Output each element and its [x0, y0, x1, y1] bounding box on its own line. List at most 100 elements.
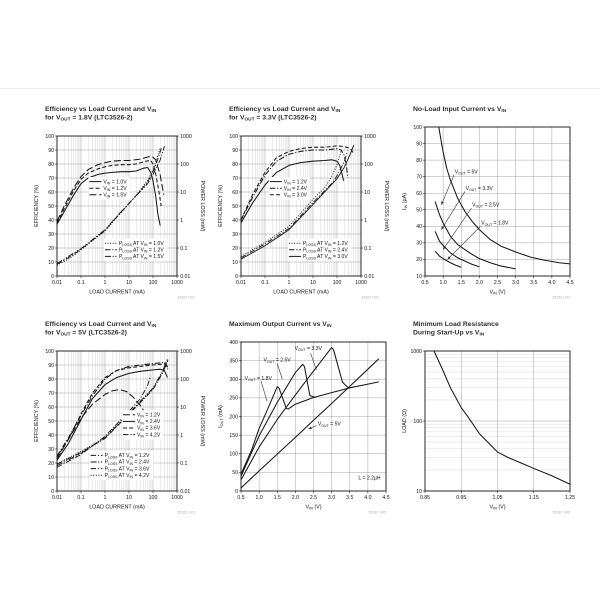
chart-title: Efficiency vs Load Current and VIN: [229, 106, 341, 114]
svg-text:200: 200: [229, 414, 238, 420]
svg-text:70: 70: [416, 174, 422, 180]
svg-text:0.1: 0.1: [364, 246, 371, 252]
svg-text:60: 60: [232, 190, 238, 196]
plot-grid: [240, 341, 387, 492]
svg-text:VIN = 2.4V: VIN = 2.4V: [284, 186, 308, 192]
svg-text:1: 1: [180, 433, 183, 439]
svg-text:100: 100: [45, 349, 54, 355]
plot-border: [240, 135, 362, 277]
x-axis-label: VIN (V): [489, 505, 505, 511]
annotation: VOUT = 3.3V: [295, 346, 322, 371]
svg-text:60: 60: [48, 405, 54, 411]
svg-text:20: 20: [48, 461, 54, 467]
svg-text:0: 0: [235, 274, 238, 280]
svg-text:PLOSS AT VIN = 2.4V: PLOSS AT VIN = 2.4V: [303, 248, 348, 254]
svg-text:0.1: 0.1: [77, 495, 84, 501]
series-line: [240, 363, 316, 477]
series-line: [240, 358, 380, 489]
svg-text:90: 90: [48, 148, 54, 154]
annotation: VOUT = 1.8V: [447, 221, 509, 260]
svg-text:1: 1: [364, 218, 367, 224]
svg-text:10: 10: [232, 260, 238, 266]
svg-text:0.1: 0.1: [180, 246, 187, 252]
svg-text:PLOSS AT VIN = 1.0V: PLOSS AT VIN = 1.0V: [119, 241, 164, 247]
series-line: [56, 368, 168, 461]
series-line: [56, 159, 162, 224]
annotation: VOUT = 1.8V: [245, 376, 273, 402]
svg-text:PLOSS AT VIN = 4.2V: PLOSS AT VIN = 4.2V: [105, 473, 150, 479]
svg-text:PLOSS AT VIN = 1.2V: PLOSS AT VIN = 1.2V: [105, 453, 150, 459]
svg-text:0.1: 0.1: [77, 280, 84, 286]
svg-text:VIN = 1.5V: VIN = 1.5V: [103, 193, 127, 199]
svg-text:60: 60: [416, 191, 422, 197]
svg-text:70: 70: [48, 176, 54, 182]
svg-text:0.01: 0.01: [364, 274, 374, 280]
svg-text:VIN = 2.4V: VIN = 2.4V: [137, 419, 161, 425]
svg-text:1: 1: [104, 280, 107, 286]
svg-text:40: 40: [416, 224, 422, 230]
svg-text:4.0: 4.0: [548, 280, 555, 286]
figure-code: 35262 G02: [361, 296, 379, 300]
svg-text:80: 80: [48, 162, 54, 168]
chart-title: Efficiency vs Load Current and VIN: [45, 106, 157, 114]
svg-text:1.5: 1.5: [274, 495, 281, 501]
series-line: [56, 166, 161, 226]
svg-text:3.0: 3.0: [512, 280, 519, 286]
svg-text:100: 100: [180, 162, 189, 168]
svg-text:0.95: 0.95: [456, 495, 466, 501]
series-line: [56, 375, 152, 468]
y-axis-label: IIN (µA): [402, 193, 408, 210]
series-line: [56, 155, 165, 222]
svg-text:4.5: 4.5: [382, 495, 389, 501]
svg-text:1.05: 1.05: [492, 495, 502, 501]
y2-axis-label: POWER LOSS (mW): [383, 181, 389, 232]
svg-text:PLOSS AT VIN = 2.4V: PLOSS AT VIN = 2.4V: [105, 460, 150, 466]
svg-text:4.0: 4.0: [364, 495, 371, 501]
svg-text:150: 150: [229, 433, 238, 439]
annotation: VOUT = 5V: [441, 169, 479, 205]
svg-text:10: 10: [416, 489, 422, 495]
plot-grid: [424, 350, 571, 492]
chart-svg-efficiency-1v8: 0.01 0.1 1 10 100 1000 0 10 20 30 40 50 60 70 80 90 100 1…: [34, 106, 205, 300]
chart-title: No-Load Input Current vs VIN: [413, 106, 507, 114]
svg-text:1: 1: [288, 280, 291, 286]
svg-text:VIN = 3.6V: VIN = 3.6V: [137, 426, 161, 432]
svg-text:100: 100: [229, 452, 238, 458]
svg-text:100: 100: [333, 280, 342, 286]
figure-code: 35262 G03: [177, 511, 195, 515]
svg-text:3.5: 3.5: [530, 280, 537, 286]
svg-text:1.0: 1.0: [256, 495, 263, 501]
svg-text:0.01: 0.01: [180, 274, 190, 280]
svg-text:20: 20: [48, 246, 54, 252]
svg-text:50: 50: [232, 204, 238, 210]
svg-text:PLOSS AT VIN = 3.0V: PLOSS AT VIN = 3.0V: [303, 254, 348, 260]
svg-text:1: 1: [180, 218, 183, 224]
svg-text:100: 100: [149, 495, 158, 501]
svg-text:250: 250: [229, 396, 238, 402]
svg-text:90: 90: [232, 148, 238, 154]
svg-text:VOUT = 5V: VOUT = 5V: [455, 169, 479, 175]
plot-border: [424, 126, 571, 277]
y-axis-label: EFFICIENCY (%): [34, 400, 40, 442]
svg-text:100: 100: [149, 280, 158, 286]
svg-text:50: 50: [48, 204, 54, 210]
series-line: [240, 159, 345, 224]
svg-text:PLOSS AT VIN = 1.5V: PLOSS AT VIN = 1.5V: [119, 254, 164, 260]
svg-text:400: 400: [229, 340, 238, 346]
svg-text:40: 40: [48, 218, 54, 224]
svg-text:2.0: 2.0: [292, 495, 299, 501]
figure-code: 35262 G04: [552, 296, 570, 300]
page-top-edge: [0, 88, 600, 89]
svg-text:70: 70: [48, 391, 54, 397]
svg-text:VOUT = 1.8V: VOUT = 1.8V: [245, 376, 273, 382]
svg-text:VOUT = 3.3V: VOUT = 3.3V: [466, 186, 494, 192]
svg-text:0: 0: [235, 489, 238, 495]
svg-text:90: 90: [416, 141, 422, 147]
svg-text:L = 2.2µH: L = 2.2µH: [358, 476, 380, 482]
svg-text:0.01: 0.01: [52, 280, 62, 286]
svg-text:100: 100: [413, 125, 422, 131]
svg-text:100: 100: [45, 134, 54, 140]
svg-text:1000: 1000: [355, 280, 367, 286]
svg-text:30: 30: [232, 232, 238, 238]
svg-text:0.1: 0.1: [261, 280, 268, 286]
